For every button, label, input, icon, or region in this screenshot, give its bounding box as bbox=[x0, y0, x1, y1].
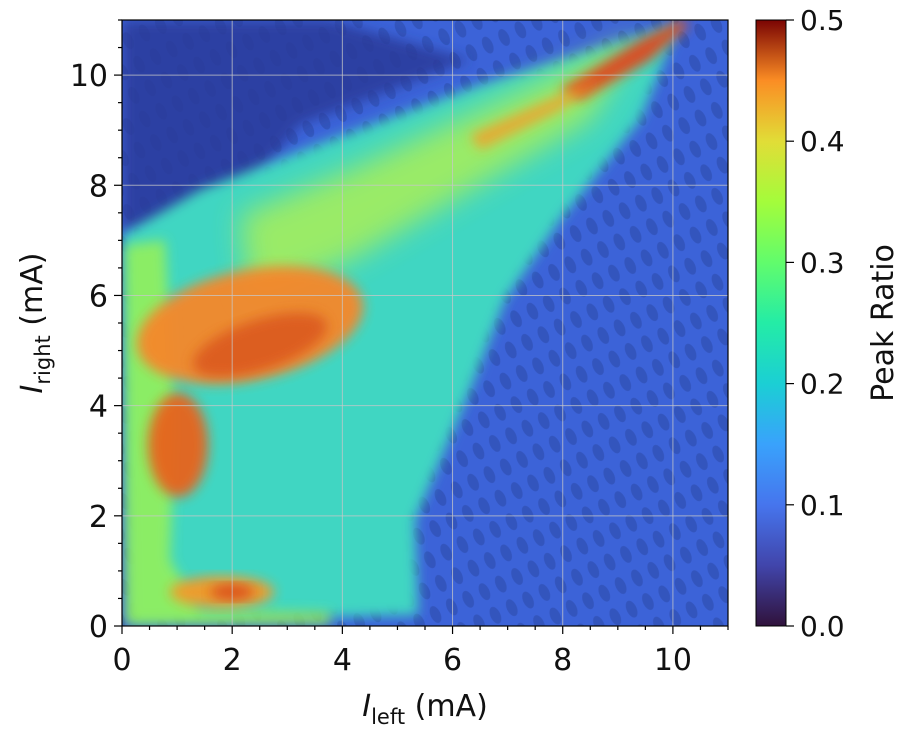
heatmap-lobe-upper-core bbox=[192, 312, 328, 378]
colorbar-tick-label: 0.4 bbox=[800, 125, 845, 158]
colorbar-tick-label: 0.3 bbox=[800, 246, 845, 279]
y-axis: 0 2 4 6 8 10 bbox=[70, 19, 122, 645]
colorbar-tick-label: 0.1 bbox=[800, 489, 845, 522]
x-tick-label: 4 bbox=[333, 643, 352, 678]
colorbar-tick-label: 0.2 bbox=[800, 368, 845, 401]
x-axis: 0 2 4 6 8 10 bbox=[112, 626, 729, 678]
y-axis-label: Iright (mA) bbox=[15, 253, 55, 394]
colorbar-label: Peak Ratio bbox=[866, 244, 901, 402]
x-tick-label: 10 bbox=[654, 643, 692, 678]
x-tick-label: 6 bbox=[443, 643, 462, 678]
colorbar-ticks: 0.0 0.1 0.2 0.3 0.4 0.5 bbox=[786, 4, 845, 643]
x-tick-label: 0 bbox=[112, 643, 131, 678]
heatmap-diagonal-ridge bbox=[470, 80, 600, 150]
colorbar-tick-label: 0.0 bbox=[800, 610, 845, 643]
y-tick-label: 10 bbox=[70, 59, 108, 94]
colorbar-tick-label: 0.5 bbox=[800, 4, 845, 37]
y-tick-label: 4 bbox=[89, 390, 108, 425]
x-tick-label: 8 bbox=[553, 643, 572, 678]
y-tick-label: 6 bbox=[89, 279, 108, 314]
heatmap-wedge-band bbox=[240, 35, 640, 300]
y-tick-label: 8 bbox=[89, 169, 108, 204]
heatmap-diagonal-tip bbox=[560, 20, 690, 100]
y-tick-label: 2 bbox=[89, 500, 108, 535]
heatmap-lobe-middle bbox=[148, 393, 208, 497]
x-tick-label: 2 bbox=[223, 643, 242, 678]
heatmap-dark-upper-region bbox=[122, 20, 470, 232]
heatmap-wedge-region bbox=[122, 22, 680, 622]
grid bbox=[121, 20, 728, 627]
y-tick-label: 0 bbox=[89, 610, 108, 645]
colorbar-gradient bbox=[755, 19, 787, 627]
heatmap bbox=[122, 20, 728, 626]
colorbar: 0.0 0.1 0.2 0.3 0.4 0.5 Peak Ratio bbox=[755, 4, 901, 643]
x-axis-label: Ileft (mA) bbox=[362, 689, 488, 729]
